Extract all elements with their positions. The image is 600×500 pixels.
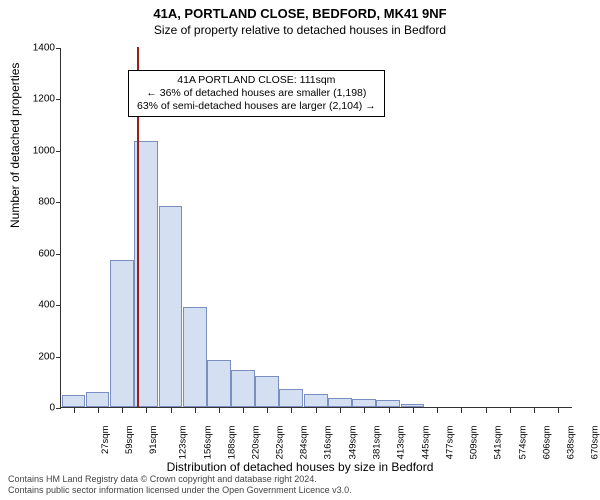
footer-line2: Contains public sector information licen… [8, 485, 352, 496]
histogram-bar [86, 392, 110, 407]
y-tick-label: 1200 [15, 94, 55, 105]
histogram-bar [401, 404, 425, 407]
histogram-bar [207, 360, 231, 407]
y-tick-label: 400 [15, 300, 55, 311]
annotation-line3: 63% of semi-detached houses are larger (… [137, 100, 376, 113]
y-tick-mark [56, 408, 61, 409]
y-tick-label: 200 [15, 351, 55, 362]
histogram-bar [255, 376, 279, 407]
x-tick-mark [267, 408, 268, 413]
y-tick-label: 800 [15, 197, 55, 208]
x-tick-mark [98, 408, 99, 413]
x-tick-label: 606sqm [541, 426, 552, 460]
x-tick-label: 188sqm [226, 426, 237, 460]
annotation-line2: ← 36% of detached houses are smaller (1,… [137, 87, 376, 100]
x-tick-label: 477sqm [444, 426, 455, 460]
y-tick-mark [56, 99, 61, 100]
x-tick-label: 509sqm [468, 426, 479, 460]
histogram-bar [159, 206, 183, 407]
x-tick-mark [171, 408, 172, 413]
x-tick-mark [146, 408, 147, 413]
chart-title: 41A, PORTLAND CLOSE, BEDFORD, MK41 9NF [0, 0, 600, 21]
x-tick-mark [486, 408, 487, 413]
x-tick-mark [461, 408, 462, 413]
chart-subtitle: Size of property relative to detached ho… [0, 21, 600, 39]
histogram-bar [62, 395, 86, 407]
x-tick-label: 91sqm [148, 426, 159, 455]
histogram-bar [304, 394, 328, 407]
x-tick-label: 316sqm [323, 426, 334, 460]
histogram-bar [183, 307, 207, 407]
x-tick-label: 381sqm [372, 426, 383, 460]
x-tick-mark [340, 408, 341, 413]
x-tick-mark [364, 408, 365, 413]
x-tick-mark [389, 408, 390, 413]
x-tick-label: 156sqm [202, 426, 213, 460]
histogram-bar [279, 389, 303, 407]
x-tick-mark [219, 408, 220, 413]
y-tick-mark [56, 202, 61, 203]
histogram-bar [376, 400, 400, 407]
x-tick-mark [291, 408, 292, 413]
x-tick-label: 252sqm [275, 426, 286, 460]
y-tick-label: 0 [15, 403, 55, 414]
x-tick-mark [510, 408, 511, 413]
x-tick-label: 27sqm [100, 426, 111, 455]
x-tick-label: 123sqm [177, 426, 188, 460]
x-tick-label: 284sqm [299, 426, 310, 460]
y-tick-mark [56, 48, 61, 49]
x-tick-label: 59sqm [124, 426, 135, 455]
x-tick-mark [243, 408, 244, 413]
x-tick-mark [122, 408, 123, 413]
x-tick-label: 541sqm [492, 426, 503, 460]
annotation-box: 41A PORTLAND CLOSE: 111sqm ← 36% of deta… [128, 70, 385, 117]
x-tick-mark [316, 408, 317, 413]
x-tick-label: 413sqm [396, 426, 407, 460]
y-tick-mark [56, 357, 61, 358]
x-tick-label: 574sqm [517, 426, 528, 460]
histogram-bar [328, 398, 352, 407]
x-tick-mark [195, 408, 196, 413]
y-tick-mark [56, 151, 61, 152]
x-tick-label: 220sqm [250, 426, 261, 460]
y-tick-label: 600 [15, 248, 55, 259]
x-tick-mark [74, 408, 75, 413]
histogram-bar [352, 399, 376, 407]
x-tick-label: 349sqm [348, 426, 359, 460]
x-tick-label: 445sqm [420, 426, 431, 460]
y-tick-label: 1000 [15, 145, 55, 156]
plot-area: 020040060080010001200140027sqm59sqm91sqm… [60, 48, 572, 408]
y-tick-label: 1400 [15, 43, 55, 54]
histogram-bar [231, 370, 255, 407]
x-tick-mark [413, 408, 414, 413]
chart-container: 41A, PORTLAND CLOSE, BEDFORD, MK41 9NF S… [0, 0, 600, 500]
footer: Contains HM Land Registry data © Crown c… [8, 474, 352, 496]
y-tick-mark [56, 305, 61, 306]
annotation-line1: 41A PORTLAND CLOSE: 111sqm [137, 74, 376, 87]
x-tick-label: 670sqm [589, 426, 600, 460]
y-tick-mark [56, 254, 61, 255]
x-tick-mark [558, 408, 559, 413]
x-tick-label: 638sqm [565, 426, 576, 460]
x-axis-label: Distribution of detached houses by size … [0, 460, 600, 474]
histogram-bar [110, 260, 134, 407]
footer-line1: Contains HM Land Registry data © Crown c… [8, 474, 352, 485]
x-tick-mark [437, 408, 438, 413]
x-tick-mark [534, 408, 535, 413]
